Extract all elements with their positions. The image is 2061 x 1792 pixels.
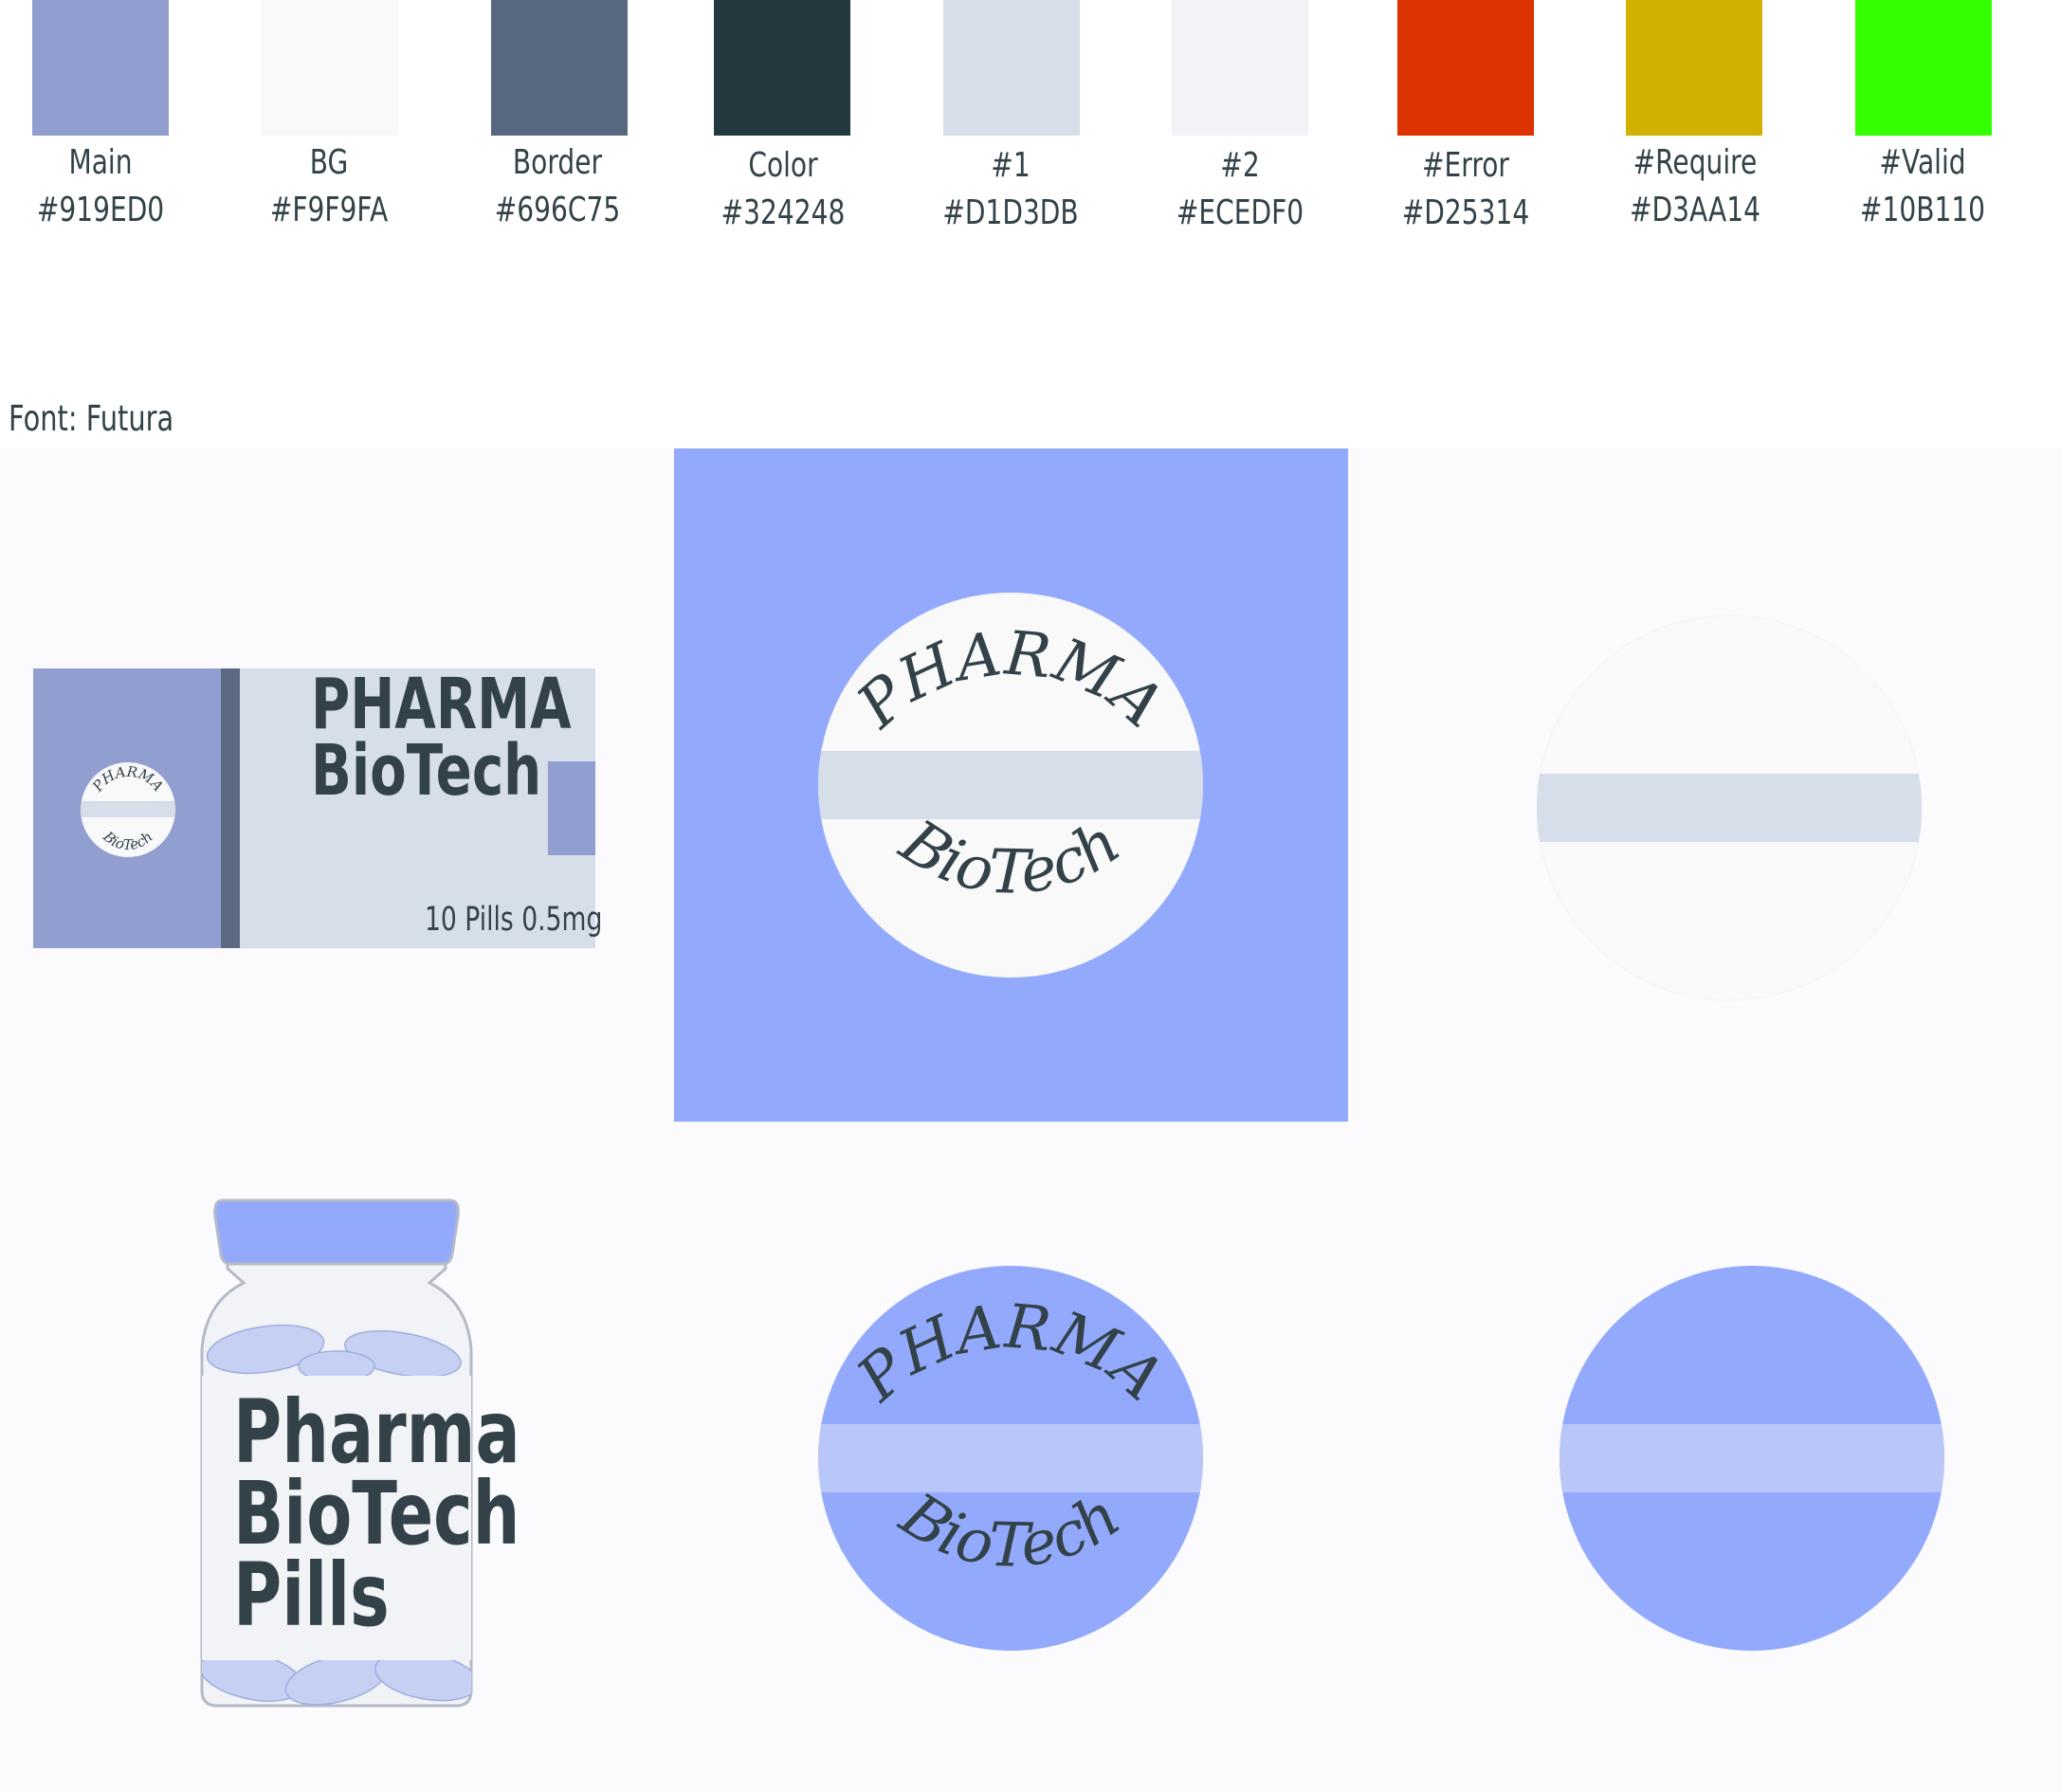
swatch-error — [1397, 0, 1534, 136]
bottle-label: Pharma BioTech Pills — [233, 1381, 520, 1646]
artboard: PHARMA BioTech PHARMA BioTech 10 Pills 0… — [0, 448, 2061, 1792]
swatch-2 — [1172, 0, 1308, 136]
pill-bottle-icon — [200, 1198, 473, 1708]
bottle-label-line3: Pills — [233, 1545, 390, 1646]
swatch-require — [1626, 0, 1762, 136]
pill-light-icon — [1536, 614, 1923, 1001]
package-brand: PHARMA BioTech — [311, 664, 572, 812]
pill-package-icon: PHARMA BioTech PHARMA BioTech 10 Pills 0… — [33, 664, 602, 948]
package-tab — [548, 761, 595, 855]
font-note: Font: Futura — [9, 398, 174, 439]
swatch-border-label: Border #696C75 — [494, 143, 621, 229]
package-brand-line1: PHARMA — [311, 664, 572, 745]
swatch-valid-label: #Valid #10B110 — [1859, 143, 1986, 229]
swatch-valid — [1855, 0, 1992, 136]
package-brand-line2: BioTech — [311, 730, 542, 812]
swatch-error-label: #Error #D25314 — [1401, 146, 1530, 232]
swatch-border — [491, 0, 628, 136]
package-front — [240, 668, 595, 948]
swatch-bg-label: BG #F9F9FA — [269, 143, 389, 229]
bottle-label-line1: Pharma — [233, 1381, 520, 1483]
pill-icon — [1559, 1266, 1944, 1651]
swatch-1-label: #1 #D1D3DB — [942, 146, 1079, 232]
swatch-1 — [943, 0, 1080, 136]
swatch-main — [32, 0, 169, 136]
swatch-2-label: #2 #ECEDF0 — [1176, 146, 1304, 232]
package-dose: 10 Pills 0.5mg — [425, 901, 603, 939]
package-mini-logo-icon: PHARMA BioTech — [81, 762, 175, 857]
package-divider — [221, 668, 240, 948]
swatch-bg — [262, 0, 398, 136]
bottle-label-line2: BioTech — [233, 1463, 520, 1564]
logo-tile: PHARMA BioTech — [674, 448, 1348, 1122]
swatch-main-label: Main #919ED0 — [36, 143, 165, 229]
swatch-color-label: Color #324248 — [720, 146, 846, 232]
pill-logo-icon: PHARMA BioTech — [818, 593, 1203, 978]
swatch-color — [714, 0, 850, 136]
swatch-require-label: #Require #D3AA14 — [1630, 143, 1760, 229]
pill-blue-logo-icon: PHARMA BioTech — [818, 1266, 1203, 1651]
